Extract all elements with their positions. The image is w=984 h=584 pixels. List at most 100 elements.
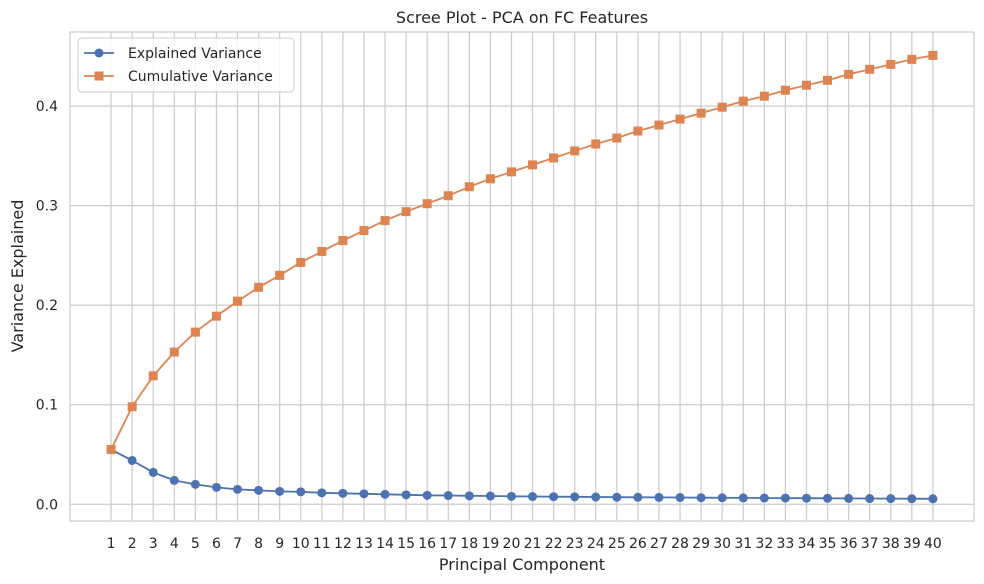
legend-marker-cumulative (94, 71, 104, 81)
data-point (401, 207, 411, 217)
data-point (275, 270, 285, 280)
data-point (485, 174, 495, 184)
data-point (169, 347, 179, 357)
data-point (190, 479, 200, 489)
x-tick-label: 37 (861, 536, 879, 552)
x-tick-label: 2 (128, 536, 137, 552)
data-point (907, 494, 917, 504)
data-point (380, 216, 390, 226)
data-point (675, 114, 685, 124)
data-point (844, 493, 854, 503)
data-point (380, 489, 390, 499)
data-point (148, 371, 158, 381)
data-point (844, 69, 854, 79)
data-point (528, 492, 538, 502)
data-point (338, 236, 348, 246)
data-point (612, 133, 622, 143)
data-point (549, 492, 559, 502)
plot-frame (69, 31, 975, 522)
x-tick-label: 29 (692, 536, 710, 552)
x-tick-label: 1 (107, 536, 116, 552)
x-axis-label: Principal Component (439, 555, 605, 574)
legend: Explained Variance Cumulative Variance (77, 37, 295, 93)
x-tick-label: 19 (481, 536, 499, 552)
data-point (169, 475, 179, 485)
data-point (738, 493, 748, 503)
x-tick-label: 33 (776, 536, 794, 552)
data-point (317, 246, 327, 256)
data-point (254, 485, 264, 495)
x-tick-label: 12 (334, 536, 352, 552)
x-tick-label: 17 (439, 536, 457, 552)
x-tick-label: 32 (755, 536, 773, 552)
x-tick-label: 23 (566, 536, 584, 552)
data-point (190, 327, 200, 337)
x-tick-label: 31 (734, 536, 752, 552)
data-point (485, 491, 495, 501)
data-point (570, 492, 580, 502)
data-point (591, 492, 601, 502)
data-point (823, 493, 833, 503)
data-point (654, 120, 664, 130)
data-point (801, 493, 811, 503)
legend-label-cumulative: Cumulative Variance (128, 69, 273, 85)
data-point (738, 96, 748, 106)
x-tick-label: 39 (903, 536, 921, 552)
x-tick-label: 36 (840, 536, 858, 552)
data-point (506, 167, 516, 177)
data-point (275, 486, 285, 496)
data-point (506, 491, 516, 501)
x-tick-label: 14 (376, 536, 394, 552)
x-tick-label: 9 (275, 536, 284, 552)
data-point (780, 85, 790, 95)
x-tick-label: 20 (503, 536, 521, 552)
data-point (865, 494, 875, 504)
x-tick-label: 26 (629, 536, 647, 552)
legend-label-explained: Explained Variance (128, 46, 262, 62)
series-line (110, 448, 933, 500)
x-tick-label: 30 (713, 536, 731, 552)
x-tick-label: 11 (313, 536, 331, 552)
y-tick-label: 0.3 (36, 199, 58, 215)
data-point (907, 54, 917, 64)
series-line (110, 54, 934, 450)
data-point (717, 102, 727, 112)
x-tick-label: 27 (650, 536, 668, 552)
data-point (359, 489, 369, 499)
x-tick-label: 5 (191, 536, 200, 552)
y-tick-label: 0.1 (36, 398, 58, 414)
y-axis-label: Variance Explained (8, 200, 27, 353)
x-tick-labels: 1 2 3 4 5 6 7 8 9 10 11 12 13 14 15 16 17 18 19 20 21 22 23 24 2… (107, 536, 942, 552)
data-point (127, 455, 137, 465)
data-point (106, 445, 116, 455)
data-point (233, 484, 243, 494)
data-point (654, 492, 664, 502)
data-point (928, 50, 938, 60)
x-tick-label: 25 (608, 536, 626, 552)
data-point (780, 493, 790, 503)
data-point (359, 226, 369, 236)
data-point (675, 493, 685, 503)
data-point (549, 153, 559, 163)
x-tick-label: 35 (819, 536, 837, 552)
data-point (464, 182, 474, 192)
series-cumulative-variance (106, 50, 938, 455)
x-tick-label: 34 (798, 536, 816, 552)
data-point (211, 482, 221, 492)
x-tick-label: 22 (545, 536, 563, 552)
y-tick-labels: 0.0 0.1 0.2 0.3 0.4 (36, 99, 58, 513)
y-tick-label: 0.2 (36, 298, 58, 314)
data-point (233, 296, 243, 306)
data-point (296, 257, 306, 267)
data-point (717, 493, 727, 503)
x-tick-label: 15 (397, 536, 415, 552)
x-tick-label: 3 (149, 536, 158, 552)
data-point (886, 59, 896, 69)
chart-title: Scree Plot - PCA on FC Features (396, 8, 648, 27)
y-tick-label: 0.4 (36, 99, 58, 115)
data-point (696, 108, 706, 118)
data-point (443, 191, 453, 201)
data-point (422, 199, 432, 209)
x-tick-label: 21 (524, 536, 542, 552)
